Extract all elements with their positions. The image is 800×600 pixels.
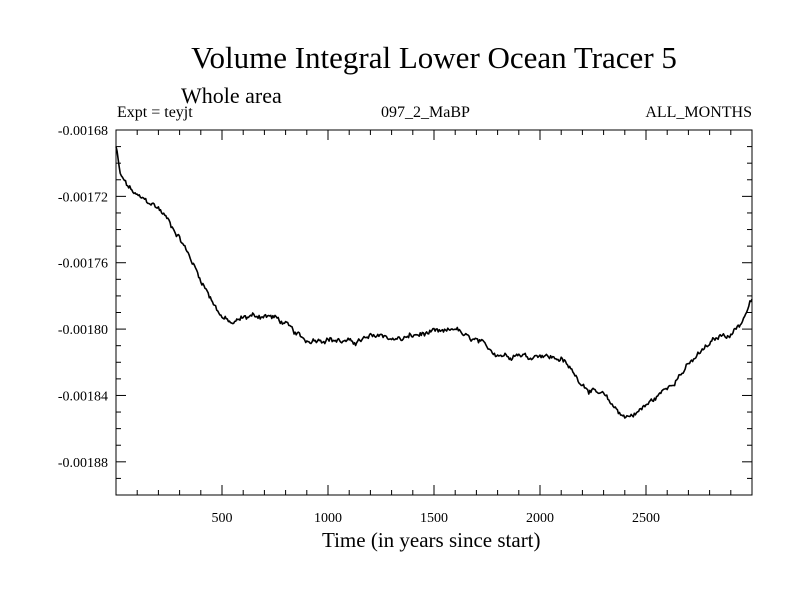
y-tick-label: -0.00180 bbox=[58, 323, 108, 338]
x-tick-label: 2000 bbox=[526, 511, 554, 526]
y-tick-label: -0.00168 bbox=[58, 124, 108, 139]
x-axis-label: Time (in years since start) bbox=[322, 528, 541, 552]
x-tick-label: 1000 bbox=[314, 511, 342, 526]
months-label: ALL_MONTHS bbox=[645, 104, 752, 121]
y-tick-label: -0.00176 bbox=[58, 257, 108, 272]
y-tick-label: -0.00184 bbox=[58, 389, 108, 404]
axis-ticks bbox=[116, 130, 752, 495]
x-tick-label: 1500 bbox=[420, 511, 448, 526]
y-tick-label: -0.00172 bbox=[58, 190, 108, 205]
tracer-series-line bbox=[115, 146, 753, 419]
tick-labels: 500 1000 1500 2000 2500 -0.00168 -0.00172 -0.00… bbox=[58, 124, 660, 526]
x-tick-label: 500 bbox=[212, 511, 233, 526]
chart-subtitle: Whole area bbox=[181, 83, 282, 108]
run-id-label: 097_2_MaBP bbox=[381, 104, 470, 121]
y-tick-label: -0.00188 bbox=[58, 456, 108, 471]
plot-frame bbox=[115, 129, 753, 496]
x-tick-label: 2500 bbox=[632, 511, 660, 526]
chart-title: Volume Integral Lower Ocean Tracer 5 bbox=[191, 40, 677, 75]
experiment-label: Expt = teyjt bbox=[117, 104, 193, 121]
